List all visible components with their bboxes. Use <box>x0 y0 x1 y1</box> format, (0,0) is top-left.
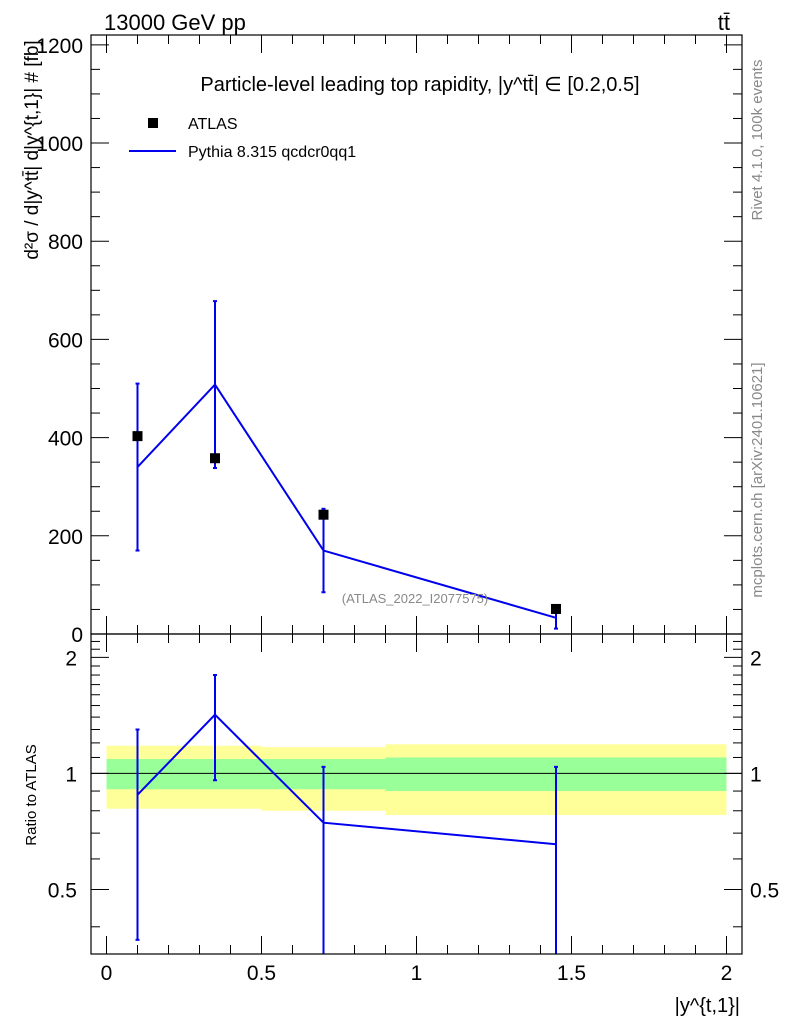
energy-label: 13000 GeV pp <box>104 10 246 35</box>
xtick-label: 1.5 <box>557 962 586 985</box>
data-point <box>210 453 220 464</box>
watermark: (ATLAS_2022_I2077575) <box>342 591 488 606</box>
process-label: tt̄ <box>718 10 730 35</box>
xtick-label: 0 <box>101 962 113 985</box>
xtick-label: 2 <box>721 962 733 985</box>
ratio-ytick-label: 2 <box>65 647 77 670</box>
main-ylabel: d²σ / d|y^tt̄| d|y^{t,1}| # [fb] <box>22 40 43 259</box>
ratio-ytick-label-right: 2 <box>750 647 762 670</box>
main-ytick-label: 1200 <box>36 35 83 58</box>
legend: ATLAS Pythia 8.315 qcdcr0qq1 <box>129 116 356 161</box>
main-mc-series <box>135 300 558 630</box>
main-axis-ticks: 0 200 400 600 800 1000 1200 <box>36 35 742 647</box>
data-point <box>132 431 143 442</box>
ratio-bands <box>106 744 727 816</box>
main-title: Particle-level leading top rapidity, |y^… <box>200 74 639 96</box>
ratio-panel: 0.5 0.5 1 1 2 2 0 0.5 1 1.5 2 Ratio to ATLAS |y^{t… <box>23 633 779 1017</box>
main-data-series <box>132 431 561 614</box>
mc-line <box>136 382 557 619</box>
legend-mc-label: Pythia 8.315 qcdcr0qq1 <box>188 144 356 161</box>
ratio-ytick-label: 0.5 <box>48 879 77 902</box>
x-axis-label: |y^{t,1}| <box>675 995 740 1017</box>
data-point <box>318 509 329 520</box>
main-ytick-label: 600 <box>48 329 83 352</box>
mcplots-label: mcplots.cern.ch [arXiv:2401.10621] <box>749 362 766 597</box>
main-ytick-label: 1000 <box>36 133 83 156</box>
main-panel: 0 200 400 600 800 1000 1200 Particle-level lea… <box>22 34 743 647</box>
data-point <box>551 603 561 614</box>
main-ytick-label: 800 <box>48 231 83 254</box>
rivet-label: Rivet 4.1.0, 100k events <box>749 60 766 221</box>
ratio-axis-ticks: 0.5 0.5 1 1 2 2 0 0.5 1 1.5 2 <box>48 634 779 985</box>
ratio-mc-line <box>136 713 557 846</box>
ratio-band-inner <box>106 758 262 790</box>
ratio-ytick-label-right: 0.5 <box>750 879 779 902</box>
ratio-ytick-label-right: 1 <box>750 763 762 786</box>
legend-data-marker <box>148 118 158 128</box>
ratio-ytick-label: 1 <box>65 763 77 786</box>
main-ytick-label: 0 <box>71 624 83 647</box>
ratio-ylabel: Ratio to ATLAS <box>23 744 40 845</box>
ratio-frame <box>90 633 743 955</box>
main-ytick-label: 200 <box>48 526 83 549</box>
xtick-label: 0.5 <box>247 962 276 985</box>
legend-data-label: ATLAS <box>188 116 238 133</box>
ratio-mc-series <box>135 674 558 954</box>
xtick-label: 1 <box>411 962 423 985</box>
main-ytick-label: 400 <box>48 428 83 451</box>
